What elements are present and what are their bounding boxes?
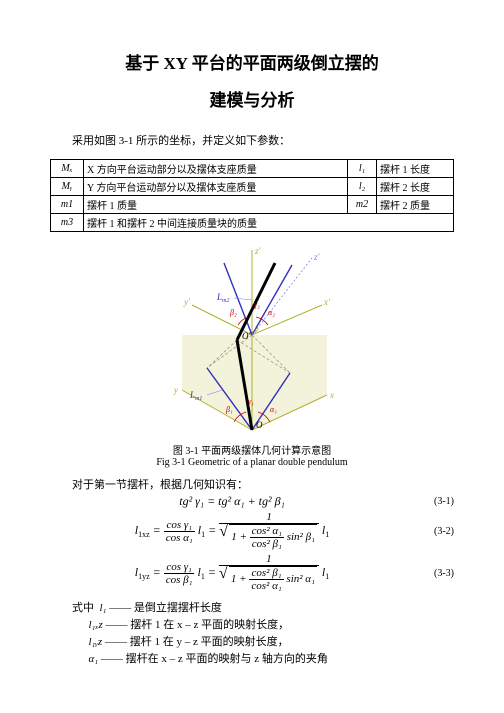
svg-text:γ₁: γ₁ [248,397,254,406]
figure-container: Lm1Lm2xyz'zz'x'y'OO'α₁β₁γ₁α₂β₂γ₂ [50,240,454,440]
cell-desc: 摆杆 1 和摆杆 2 中间连接质量块的质量 [84,214,454,232]
title-line1: 基于 XY 平台的平面两级倒立摆的 [50,50,454,77]
equation-3: l1yz = cos γ₁cos β₁ l1 = 1 1 + cos² β₁co… [50,553,454,593]
equation-1: tg² γ₁ = tg² α₁ + tg² β₁ (3-1) [50,494,454,509]
cell-desc: 摆杆 2 长度 [377,178,454,196]
table-row: Mᵧ Y 方向平台运动部分以及摆体支座质量 l₂ 摆杆 2 长度 [51,178,454,196]
svg-text:x: x [329,390,334,400]
eq1-body: tg² γ₁ = tg² α₁ + tg² β₁ [50,494,414,509]
svg-text:y: y [173,385,178,395]
def-row: l₁ₓz —— 摆杆 1 在 x – z 平面的映射长度， [50,616,454,632]
cell-desc: Y 方向平台运动部分以及摆体支座质量 [84,178,348,196]
cell-sym: m3 [51,214,84,232]
svg-text:m2: m2 [222,298,229,304]
svg-text:z': z' [313,252,321,262]
intro-text: 采用如图 3-1 所示的坐标，并定义如下参数： [50,132,454,148]
equation-2: l1xz = cos γ₁cos α₁ l1 = 1 1 + cos² α₁co… [50,511,454,551]
svg-text:α₂: α₂ [268,308,275,317]
svg-text:β₁: β₁ [225,405,233,414]
eq2-body: l1xz = cos γ₁cos α₁ l1 = 1 1 + cos² α₁co… [50,511,414,551]
svg-text:α₁: α₁ [270,405,277,414]
cell-sym: m2 [348,196,377,214]
title-line2: 建模与分析 [50,87,454,114]
def-row: l₁ᵧz —— 摆杆 1 在 y – z 平面的映射长度， [50,633,454,649]
cell-sym: l₁ [348,160,377,178]
cell-desc: 摆杆 1 长度 [377,160,454,178]
cell-desc: X 方向平台运动部分以及摆体支座质量 [84,160,348,178]
table-row: m3 摆杆 1 和摆杆 2 中间连接质量块的质量 [51,214,454,232]
cell-sym: Mᵧ [51,178,84,196]
eq2-num: (3-2) [414,526,454,537]
cell-sym: l₂ [348,178,377,196]
def-row: 式中 l₁ —— 是倒立摆摆杆长度 [50,599,454,615]
svg-text:z': z' [254,246,262,256]
svg-text:O: O [256,420,263,430]
geometry-diagram: Lm1Lm2xyz'zz'x'y'OO'α₁β₁γ₁α₂β₂γ₂ [152,240,352,440]
caption-en: Fig 3-1 Geometric of a planar double pen… [50,457,454,468]
definitions: 式中 l₁ —— 是倒立摆摆杆长度 l₁ₓz —— 摆杆 1 在 x – z 平… [50,599,454,666]
param-table: Mₓ X 方向平台运动部分以及摆体支座质量 l₁ 摆杆 1 长度 Mᵧ Y 方向… [50,159,454,232]
def-row: α₁ —— 摆杆在 x – z 平面的映射与 z 轴方向的夹角 [50,650,454,666]
para-geo: 对于第一节摆杆，根据几何知识有： [50,476,454,492]
cell-desc: 摆杆 2 质量 [377,196,454,214]
svg-text:γ₂: γ₂ [254,300,260,309]
cell-sym: m1 [51,196,84,214]
svg-text:O': O' [242,331,251,341]
svg-text:z: z [254,325,259,335]
cell-sym: Mₓ [51,160,84,178]
caption-cn: 图 3-1 平面两级摆体几何计算示意图 [50,442,454,457]
svg-text:y': y' [183,297,191,307]
svg-text:m1: m1 [195,396,202,402]
eq3-num: (3-3) [414,568,454,579]
svg-text:β₂: β₂ [229,308,237,317]
eq1-num: (3-1) [414,496,454,507]
svg-text:x': x' [323,297,331,307]
eq3-body: l1yz = cos γ₁cos β₁ l1 = 1 1 + cos² β₁co… [50,553,414,593]
table-row: m1 摆杆 1 质量 m2 摆杆 2 质量 [51,196,454,214]
cell-desc: 摆杆 1 质量 [84,196,348,214]
table-row: Mₓ X 方向平台运动部分以及摆体支座质量 l₁ 摆杆 1 长度 [51,160,454,178]
